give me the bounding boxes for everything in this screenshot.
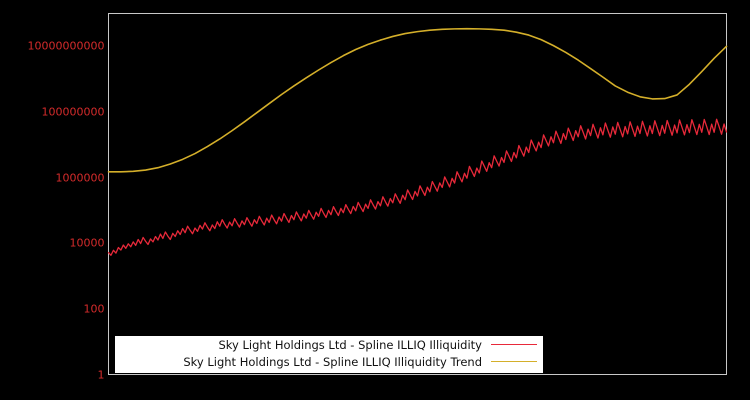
y-tick-100: 100 <box>83 302 105 316</box>
data-series-group <box>107 27 728 256</box>
legend-label-illiquidity: Sky Light Holdings Ltd - Spline ILLIQ Il… <box>218 337 482 352</box>
legend-swatch-illiquidity-trend <box>491 361 537 362</box>
legend-item-illiquidity-trend[interactable]: Sky Light Holdings Ltd - Spline ILLIQ Il… <box>115 353 543 370</box>
series-line-illiquidity <box>107 118 728 256</box>
y-tick-10000000000: 10000000000 <box>27 39 105 53</box>
y-tick-10000: 10000 <box>69 236 105 250</box>
legend-label-illiquidity-trend: Sky Light Holdings Ltd - Spline ILLIQ Il… <box>183 354 482 369</box>
y-tick-100000000: 100000000 <box>41 105 105 119</box>
y-tick-1000000: 1000000 <box>55 171 105 185</box>
legend-swatch-illiquidity <box>491 344 537 345</box>
series-line-illiquidity-trend <box>107 27 728 173</box>
legend-item-illiquidity[interactable]: Sky Light Holdings Ltd - Spline ILLIQ Il… <box>115 336 543 353</box>
y-tick-1: 1 <box>97 368 105 381</box>
chart-legend[interactable]: Sky Light Holdings Ltd - Spline ILLIQ Il… <box>115 336 543 373</box>
